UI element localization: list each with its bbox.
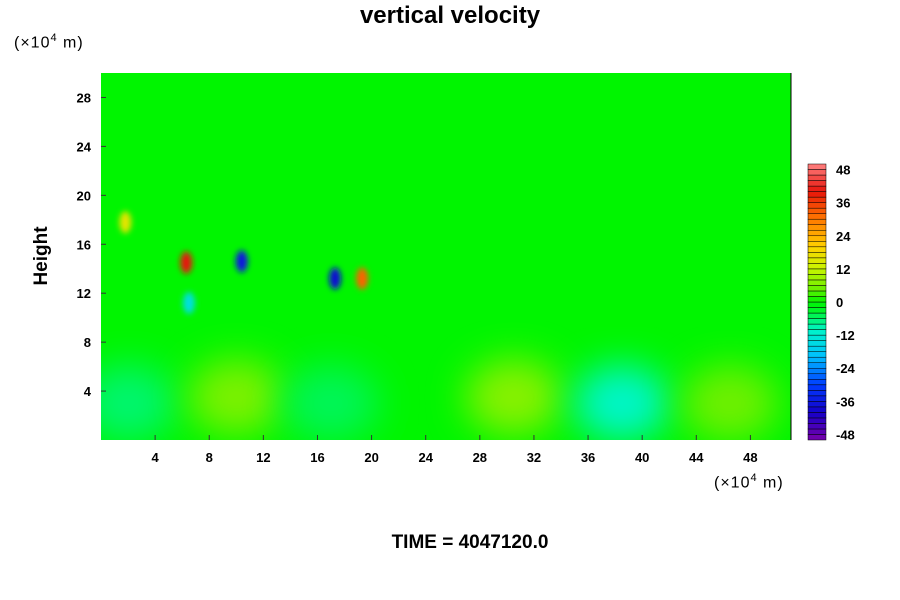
colorbar-segment (807, 312, 827, 319)
velocity-feature (180, 251, 193, 274)
colorbar-label: -48 (836, 427, 855, 442)
x-tick-label: 40 (635, 450, 649, 465)
colorbar-segment (807, 345, 827, 352)
velocity-feature (329, 267, 342, 290)
colorbar-segment (807, 268, 827, 275)
colorbar-segment (807, 318, 827, 325)
colorbar-segment (807, 412, 827, 419)
colorbar-segment (807, 169, 827, 176)
colorbar-segment (807, 252, 827, 259)
x-tick-label: 12 (256, 450, 270, 465)
x-tick-label: 48 (743, 450, 757, 465)
y-tick-label: 28 (77, 90, 91, 105)
x-tick-label: 28 (473, 450, 487, 465)
colorbar-segment (807, 207, 827, 214)
x-axis-unit: (×104 m) (714, 472, 784, 492)
velocity-feature (101, 365, 177, 440)
velocity-feature (119, 211, 132, 234)
velocity-feature (682, 365, 779, 440)
colorbar-segment (807, 434, 827, 441)
colorbar-segment (807, 340, 827, 347)
colorbar-segment (807, 218, 827, 225)
colorbar-label: 48 (836, 163, 850, 178)
y-tick-label: 4 (84, 384, 92, 399)
colorbar-segment (807, 246, 827, 253)
colorbar-segment (807, 285, 827, 292)
velocity-feature (356, 267, 369, 290)
colorbar-segment (807, 202, 827, 209)
colorbar-segment (807, 301, 827, 308)
colorbar-segment (807, 274, 827, 281)
x-tick-label: 20 (364, 450, 378, 465)
x-tick-label: 16 (310, 450, 324, 465)
y-tick-label: 12 (77, 286, 91, 301)
colorbar-segment (807, 307, 827, 314)
colorbar-label: 0 (836, 295, 843, 310)
colorbar-segment (807, 290, 827, 297)
colorbar-segment (807, 401, 827, 408)
colorbar-segment (807, 229, 827, 237)
colorbar-segment (807, 185, 827, 192)
colorbar-label: 24 (836, 229, 851, 244)
colorbar-segment (807, 417, 827, 424)
colorbar-segment (807, 296, 827, 303)
y-tick-label: 8 (84, 335, 91, 350)
colorbar-segment (807, 367, 827, 375)
x-tick-label: 4 (152, 450, 160, 465)
colorbar-segment (807, 279, 827, 286)
colorbar-segment (807, 241, 827, 248)
colorbar-segment (807, 323, 827, 330)
colorbar-segment (807, 180, 827, 187)
colorbar-segment (807, 263, 827, 270)
x-tick-label: 24 (418, 450, 433, 465)
velocity-feature (465, 359, 562, 436)
y-tick-label: 16 (77, 237, 91, 252)
colorbar-segment (807, 423, 827, 430)
x-tick-label: 32 (527, 450, 541, 465)
colorbar-segment (807, 334, 827, 341)
x-tick-label: 8 (206, 450, 213, 465)
colorbar-segment (807, 224, 827, 231)
colorbar-segment (807, 351, 827, 358)
colorbar-segment (807, 428, 827, 435)
colorbar-label: 36 (836, 196, 850, 211)
colorbar-segment (807, 373, 827, 380)
colorbar-segment (807, 379, 827, 386)
velocity-feature (573, 365, 670, 440)
colorbar-segment (807, 174, 827, 181)
colorbar-segment (807, 191, 827, 198)
chart-title: vertical velocity (359, 2, 541, 29)
velocity-feature (188, 359, 285, 436)
colorbar-segment (807, 213, 827, 220)
colorbar-segment (807, 362, 827, 369)
colorbar-label: -12 (836, 328, 855, 343)
colorbar-segment (807, 406, 827, 413)
colorbar-segment (807, 384, 827, 391)
colorbar-label: 12 (836, 262, 850, 277)
colorbar-segment (807, 395, 827, 402)
colorbar-segment (807, 163, 827, 170)
velocity-feature (235, 250, 248, 273)
colorbar-segment (807, 196, 827, 203)
colorbar-segment (807, 356, 827, 363)
x-tick-label: 36 (581, 450, 595, 465)
colorbar-segment (807, 257, 827, 264)
colorbar-segment (807, 390, 827, 397)
colorbar-segment (807, 329, 827, 336)
time-label: TIME = 4047120.0 (391, 532, 549, 553)
colorbar-label: -24 (836, 361, 856, 376)
colorbar-segment (807, 235, 827, 242)
colorbar-label: -36 (836, 394, 855, 409)
y-axis-unit: (×104 m) (14, 32, 84, 52)
y-tick-label: 20 (77, 188, 91, 203)
y-tick-label: 24 (77, 139, 92, 154)
velocity-feature (283, 365, 379, 440)
x-tick-label: 44 (689, 450, 704, 465)
velocity-feature (182, 291, 195, 314)
